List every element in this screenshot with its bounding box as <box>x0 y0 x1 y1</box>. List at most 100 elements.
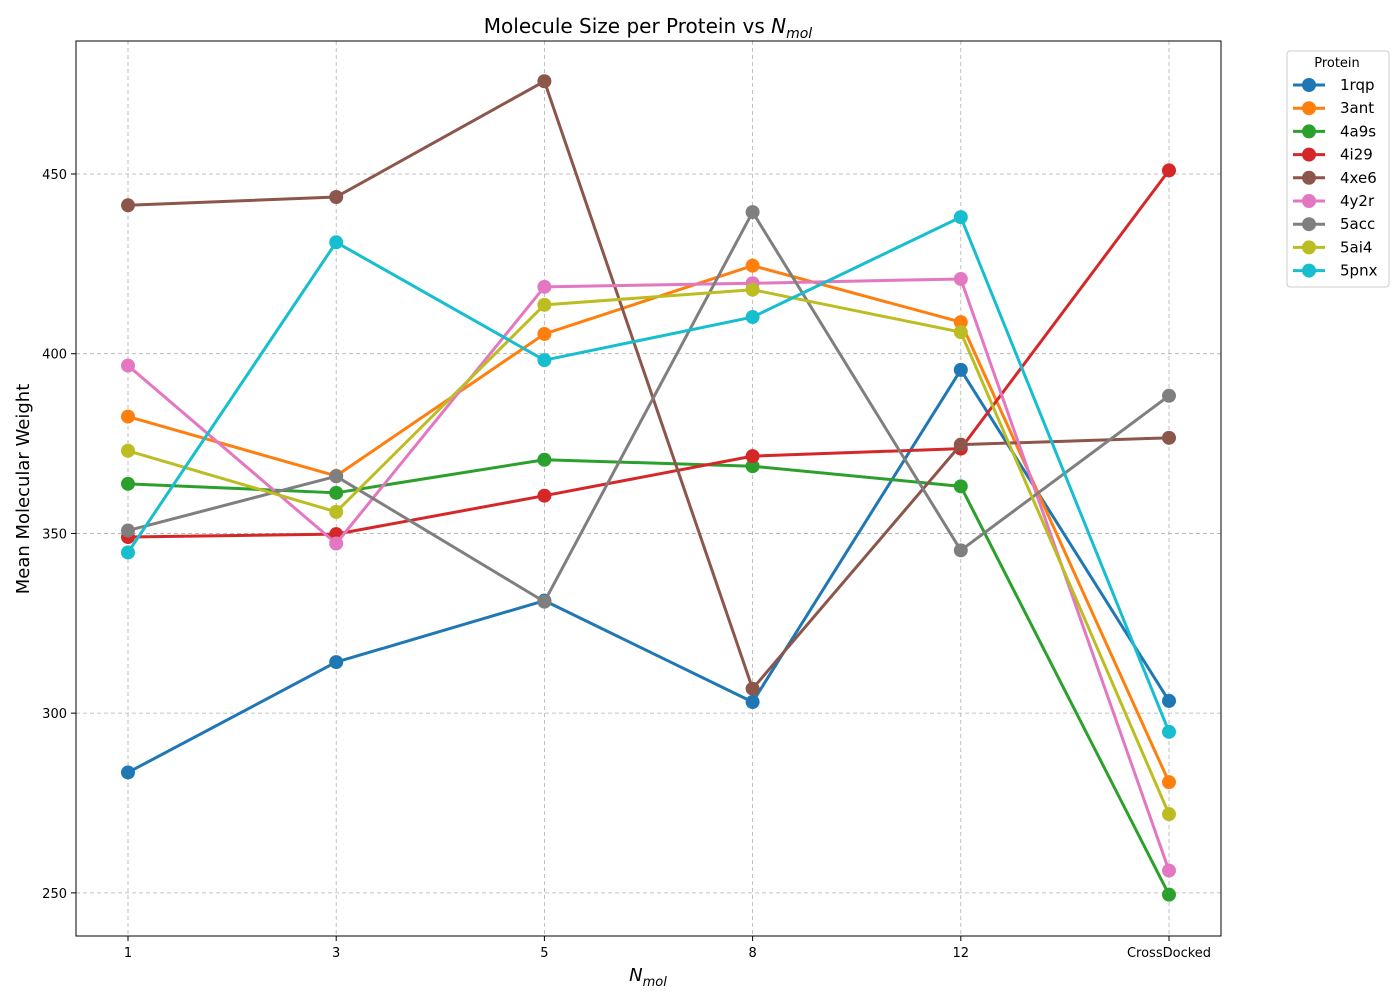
x-tick-label: 5 <box>540 946 548 961</box>
data-point-5acc <box>745 205 760 220</box>
data-point-5pnx <box>329 235 344 250</box>
legend-marker <box>1302 170 1316 185</box>
data-point-1rqp <box>329 655 344 670</box>
data-point-3ant <box>121 409 135 424</box>
data-point-5pnx <box>953 210 968 225</box>
data-point-5acc <box>1162 388 1176 403</box>
y-axis-label: Mean Molecular Weight <box>13 384 34 595</box>
legend-item-4i29: 4i29 <box>1293 146 1373 164</box>
legend-item-1rqp: 1rqp <box>1293 76 1375 94</box>
data-point-5ai4 <box>329 504 344 519</box>
series-5pnx <box>121 210 1176 739</box>
data-point-5acc <box>537 594 552 609</box>
data-point-1rqp <box>745 695 760 710</box>
series-line-5ai4 <box>127 288 1171 815</box>
chart-title: Molecule Size per Protein vs Nmol <box>484 14 813 42</box>
legend-label: 5acc <box>1340 215 1375 233</box>
data-point-5acc <box>953 543 968 558</box>
x-tick-label: 3 <box>332 946 340 961</box>
data-point-4a9s <box>745 459 760 474</box>
data-point-3ant <box>1162 775 1176 790</box>
data-point-5ai4 <box>537 297 552 312</box>
data-point-5ai4 <box>121 443 135 458</box>
series-line-4a9s <box>127 458 1171 896</box>
series-line-4y2r <box>127 277 1171 872</box>
data-point-4a9s <box>953 479 968 494</box>
y-tick-label: 450 <box>42 168 67 183</box>
series-4a9s <box>121 452 1176 902</box>
series-5acc <box>121 205 1176 609</box>
legend-label: 4xe6 <box>1340 169 1377 187</box>
data-point-5acc <box>121 523 135 538</box>
y-tick-label: 250 <box>42 887 67 902</box>
series-line-3ant <box>127 264 1171 783</box>
data-point-5acc <box>329 469 344 484</box>
x-axis-label-base: N <box>629 965 642 986</box>
x-tick-label: CrossDocked <box>1127 946 1211 961</box>
series-lines <box>121 74 1176 902</box>
y-tick-label: 350 <box>42 527 67 542</box>
x-axis-label-subscript: mol <box>643 975 668 990</box>
data-point-4i29 <box>745 449 760 464</box>
chart-title-subscript: mol <box>786 26 812 42</box>
y-tick-label: 300 <box>42 707 67 722</box>
data-point-4y2r <box>953 271 968 286</box>
legend-item-5ai4: 5ai4 <box>1293 238 1372 256</box>
data-point-4xe6 <box>537 74 552 89</box>
data-point-4a9s <box>121 476 135 491</box>
legend-items: 1rqp 3ant 4a9s 4i29 4xe6 4y2r 5acc 5ai4 5pnx <box>1293 76 1378 280</box>
legend-marker <box>1302 147 1316 162</box>
legend-label: 5ai4 <box>1340 238 1372 256</box>
legend-marker <box>1302 240 1316 255</box>
data-point-4y2r <box>537 279 552 294</box>
legend-item-3ant: 3ant <box>1293 99 1374 117</box>
series-line-1rqp <box>127 368 1171 774</box>
chart-title-text: Molecule Size per Protein vs <box>484 14 771 38</box>
data-point-4xe6 <box>745 681 760 696</box>
legend: Protein 1rqp 3ant 4a9s 4i29 4xe6 4y2r 5acc 5ai4… <box>1286 50 1390 288</box>
data-point-4y2r <box>1162 863 1176 878</box>
legend-item-5pnx: 5pnx <box>1293 262 1378 280</box>
series-line-5acc <box>127 210 1170 604</box>
legend-title: Protein <box>1314 56 1360 71</box>
x-axis-label: Nmol <box>629 965 667 990</box>
legend-item-5acc: 5acc <box>1293 215 1375 233</box>
data-point-4a9s <box>1162 887 1176 902</box>
legend-label: 1rqp <box>1340 76 1375 94</box>
x-tick-label: 1 <box>124 946 132 961</box>
data-point-4xe6 <box>1162 430 1176 445</box>
data-point-4a9s <box>537 452 552 467</box>
data-point-4xe6 <box>953 437 968 452</box>
data-point-4y2r <box>329 536 344 551</box>
data-point-5pnx <box>1162 724 1176 739</box>
data-point-5pnx <box>121 545 135 560</box>
legend-marker <box>1302 217 1316 232</box>
data-point-4i29 <box>1162 163 1176 178</box>
data-point-3ant <box>537 326 552 341</box>
legend-marker <box>1302 78 1316 92</box>
data-point-3ant <box>745 258 760 273</box>
data-point-1rqp <box>953 362 968 377</box>
chart-title-symbol: N <box>771 14 786 38</box>
legend-marker <box>1302 124 1316 139</box>
legend-label: 4i29 <box>1340 146 1373 164</box>
series-4xe6 <box>121 74 1176 696</box>
data-point-3ant <box>953 315 968 330</box>
series-1rqp <box>121 362 1176 780</box>
legend-label: 4a9s <box>1340 122 1376 140</box>
y-tick-label: 400 <box>42 348 67 363</box>
data-point-5pnx <box>537 353 552 368</box>
axes: 1 3 5 8 12 CrossDocked 250 300 350 400 450 <box>42 168 1211 961</box>
data-point-4xe6 <box>329 189 344 204</box>
data-point-5pnx <box>745 310 760 325</box>
legend-item-4a9s: 4a9s <box>1293 122 1376 140</box>
legend-label: 3ant <box>1340 99 1374 117</box>
legend-marker <box>1302 263 1316 278</box>
legend-label: 5pnx <box>1340 262 1378 280</box>
data-point-4a9s <box>329 485 344 500</box>
data-point-5ai4 <box>953 325 968 340</box>
data-point-4i29 <box>537 488 552 503</box>
legend-marker <box>1302 194 1316 208</box>
